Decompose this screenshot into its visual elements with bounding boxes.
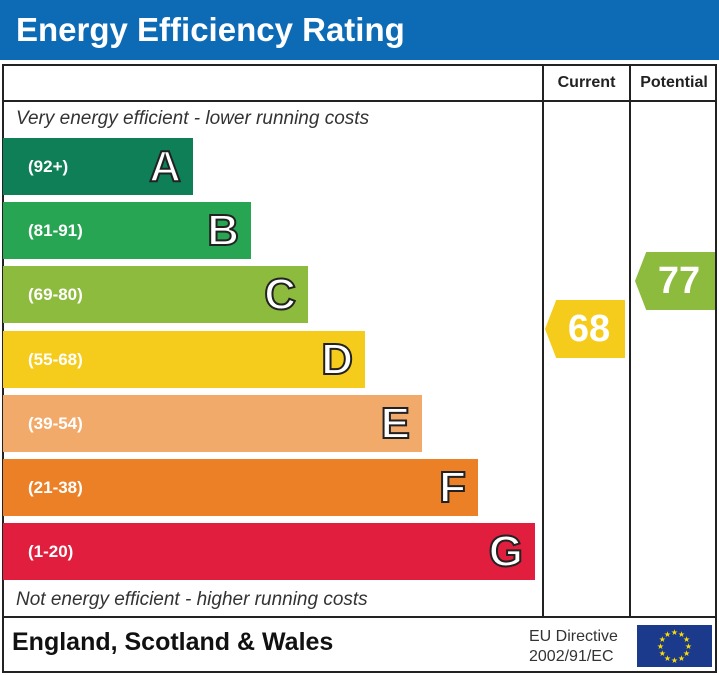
star-icon: ★: [683, 649, 690, 658]
star-icon: ★: [678, 654, 685, 663]
divider: [2, 616, 717, 618]
band-range: (39-54): [28, 414, 83, 433]
directive-line2: 2002/91/EC: [529, 648, 614, 665]
star-icon: ★: [678, 630, 685, 639]
band-bar-g: (1-20) G: [3, 523, 535, 580]
top-note: Very energy efficient - lower running co…: [16, 108, 370, 129]
current-rating-arrow: 68: [545, 300, 625, 358]
potential-column-header: Potential: [640, 74, 708, 91]
directive-line1: EU Directive: [529, 628, 618, 645]
band-letter: B: [206, 205, 240, 256]
star-icon: ★: [664, 630, 671, 639]
region-label: England, Scotland & Wales: [12, 628, 334, 656]
band-letter: G: [488, 526, 524, 577]
band-letter: C: [263, 269, 297, 320]
band-letter: A: [148, 141, 182, 192]
divider: [629, 64, 631, 618]
band-range: (55-68): [28, 350, 83, 369]
star-icon: ★: [659, 649, 666, 658]
star-icon: ★: [671, 628, 678, 637]
band-bar-f: (21-38) F: [3, 459, 478, 516]
current-column-header: Current: [557, 74, 616, 91]
band-range: (1-20): [28, 542, 74, 561]
page-title: Energy Efficiency Rating: [0, 0, 719, 60]
divider: [2, 100, 717, 102]
band-letter: F: [438, 462, 467, 513]
eu-directive: EU Directive 2002/91/EC: [529, 627, 618, 667]
band-letter: D: [320, 334, 354, 385]
bottom-note: Not energy efficient - higher running co…: [16, 589, 368, 610]
band-range: (92+): [28, 157, 69, 176]
band-bar-e: (39-54) E: [3, 395, 422, 452]
star-icon: ★: [659, 635, 666, 644]
band-letter: E: [380, 398, 411, 449]
star-icon: ★: [671, 656, 678, 665]
potential-rating-arrow: 77: [635, 252, 715, 310]
star-icon: ★: [664, 654, 671, 663]
band-bar-b: (81-91) B: [3, 202, 251, 259]
band-bar-d: (55-68) D: [3, 331, 365, 388]
eu-flag-icon: ★ ★★★★★★★★★★★: [637, 625, 712, 667]
star-icon: ★: [685, 642, 692, 651]
band-range: (21-38): [28, 478, 83, 497]
band-range: (69-80): [28, 285, 83, 304]
band-bar-c: (69-80) C: [3, 266, 308, 323]
divider: [542, 64, 544, 618]
band-range: (81-91): [28, 221, 83, 240]
star-icon: ★: [683, 635, 690, 644]
band-bar-a: (92+) A: [3, 138, 193, 195]
star-icon: ★: [657, 642, 664, 651]
